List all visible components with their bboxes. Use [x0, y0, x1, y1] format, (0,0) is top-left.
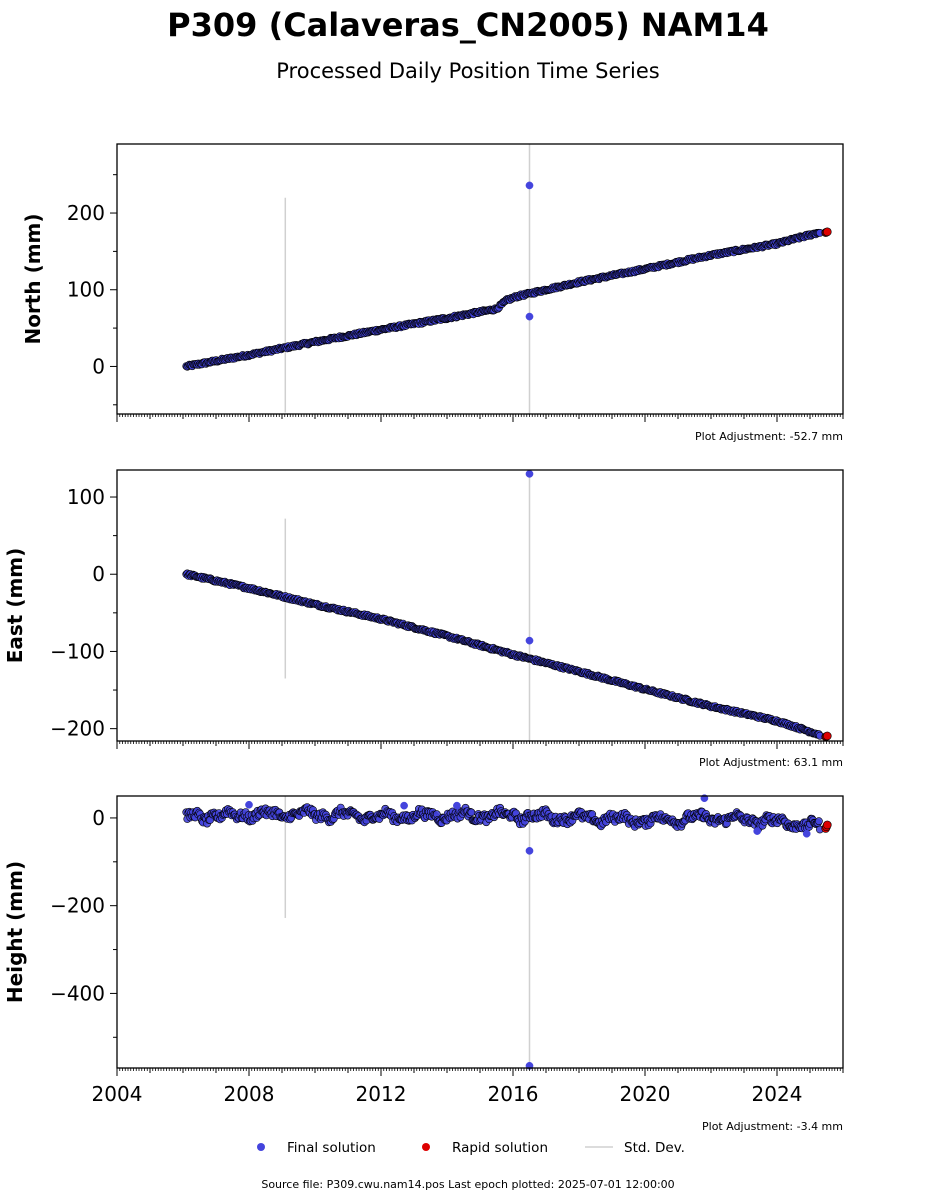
x-tick-label: 2024 — [752, 1082, 803, 1106]
plot-adjustment: Plot Adjustment: -3.4 mm — [702, 1120, 843, 1133]
x-tick-label: 2016 — [488, 1082, 539, 1106]
y-axis-label: North (mm) — [21, 213, 45, 344]
outlier-point — [400, 801, 408, 810]
outlier-point — [453, 801, 461, 810]
legend: Final solution Rapid solution Std. Dev. — [257, 1140, 685, 1156]
outlier-point — [525, 470, 534, 478]
y-tick-label: −200 — [50, 717, 105, 741]
plot-adjustment: Plot Adjustment: -52.7 mm — [695, 430, 843, 443]
y-tick-label: −400 — [50, 981, 105, 1005]
chart-subtitle: Processed Daily Position Time Series — [276, 59, 660, 83]
y-tick-label: 100 — [67, 485, 105, 509]
plot-adjustment: Plot Adjustment: 63.1 mm — [699, 756, 843, 769]
y-axis-label: East (mm) — [3, 548, 27, 664]
plot-frame — [116, 795, 844, 1069]
outlier-point — [802, 829, 811, 838]
x-tick-label: 2020 — [620, 1082, 671, 1106]
legend-stddev-label: Std. Dev. — [624, 1140, 685, 1156]
rapid-solution-point — [822, 820, 832, 830]
rapid-solution-point — [822, 731, 832, 741]
rapid-solution-point — [822, 227, 832, 237]
x-axis-tick-labels: 2004 2008 2012 2016 2020 2024 — [92, 1082, 803, 1106]
legend-final-marker — [257, 1143, 265, 1151]
outlier-point — [525, 312, 534, 321]
y-tick-label: 0 — [92, 562, 105, 586]
y-tick-label: 100 — [67, 278, 105, 302]
final-solution-points — [182, 803, 824, 834]
x-tick-label: 2008 — [224, 1082, 275, 1106]
north-panel: 0 100 200 North (mm) Plot Adjustment: -52.7 … — [21, 143, 844, 443]
final-solution-points — [182, 569, 824, 740]
y-axis-label: Height (mm) — [3, 861, 27, 1003]
legend-final-label: Final solution — [287, 1140, 376, 1156]
outlier-point — [245, 800, 253, 809]
outlier-point — [753, 827, 762, 835]
final-solution-point — [467, 808, 476, 817]
east-panel: −200 −100 0 100 East (mm) Plot Adjustment: 63… — [3, 469, 844, 769]
legend-rapid-label: Rapid solution — [452, 1140, 548, 1156]
outlier-point — [525, 636, 534, 645]
chart-title: P309 (Calaveras_CN2005) NAM14 — [167, 6, 769, 44]
y-tick-label: 200 — [67, 201, 105, 225]
source-footer: Source file: P309.cwu.nam14.pos Last epo… — [261, 1178, 674, 1191]
outlier-point — [525, 846, 534, 855]
x-tick-label: 2012 — [356, 1082, 407, 1106]
final-solution-points — [182, 228, 824, 371]
y-tick-label: 0 — [92, 806, 105, 830]
plot-frame — [116, 469, 844, 742]
height-panel: −400 −200 0 Height (mm) Plot Adjustment: -3.… — [3, 794, 844, 1133]
legend-rapid-marker — [422, 1143, 430, 1151]
y-tick-label: −100 — [50, 639, 105, 663]
outlier-point — [525, 181, 534, 190]
y-tick-label: −200 — [50, 894, 105, 918]
x-tick-label: 2004 — [92, 1082, 143, 1106]
plot-frame — [116, 143, 844, 415]
y-tick-label: 0 — [92, 354, 105, 378]
final-solution-point — [815, 817, 823, 826]
